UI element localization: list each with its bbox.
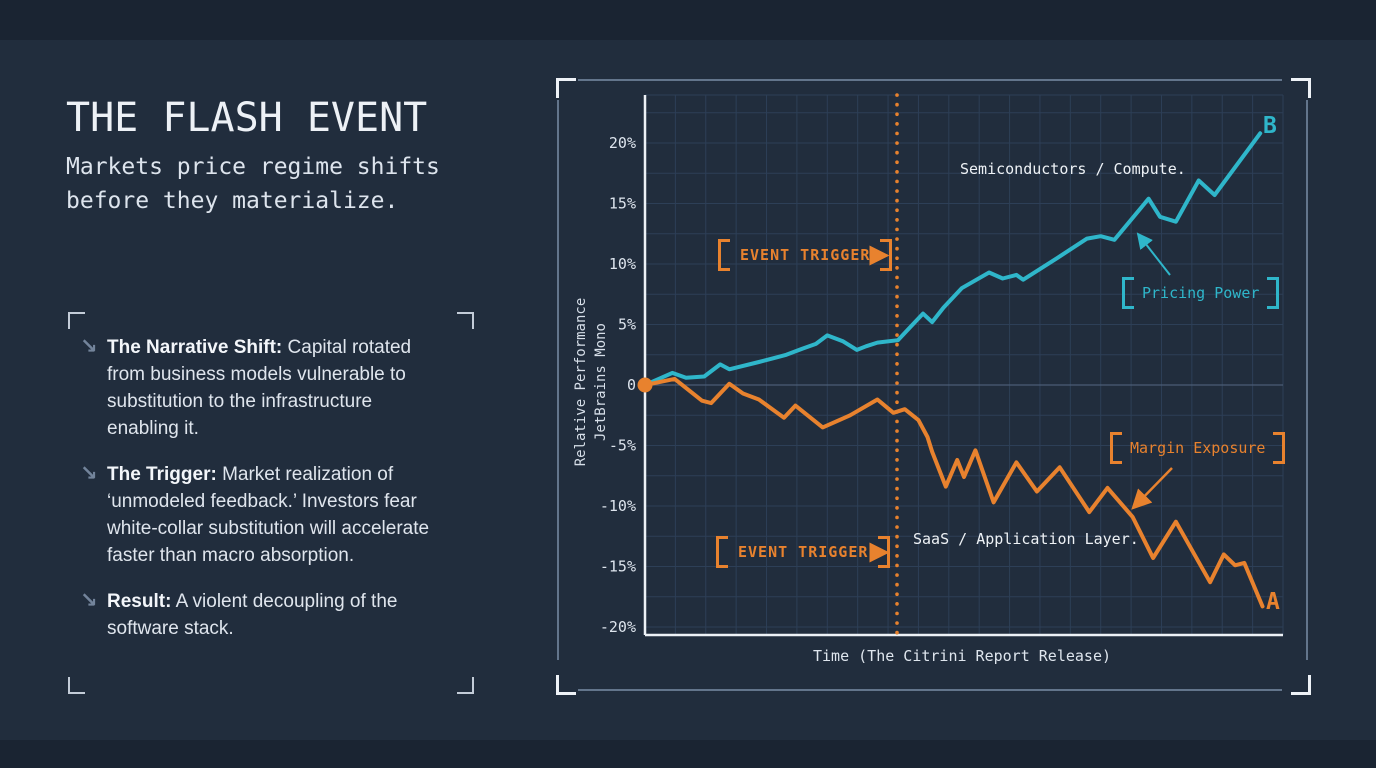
annotation-text: EVENT TRIGGER [738, 543, 869, 561]
endpoint-label-a: A [1266, 589, 1280, 615]
panel-frame-right [1306, 100, 1308, 660]
left-bracket-icon [1122, 277, 1134, 309]
frame-corner-icon [68, 312, 85, 329]
right-bracket-icon [880, 239, 893, 271]
down-right-arrow-icon: ↘ [80, 461, 98, 485]
down-right-arrow-icon: ↘ [80, 588, 98, 612]
annotation-text: Pricing Power [1142, 284, 1260, 302]
y-tick-label: 10% [609, 255, 636, 273]
annotation-event-trigger-lower: EVENT TRIGGER [716, 536, 891, 568]
down-right-arrow-icon: ↘ [80, 334, 98, 358]
y-axis-title-line2: JetBrains Mono [593, 323, 609, 442]
pricing-power-arrow [1136, 232, 1171, 276]
series-line-saas [643, 376, 1265, 609]
margin-exposure-arrow [1131, 467, 1173, 510]
y-tick-label: 5% [618, 316, 636, 334]
frame-corner-icon [1291, 675, 1311, 695]
endpoint-label-b: B [1263, 113, 1277, 139]
bullet-lead: The Narrative Shift: [107, 337, 283, 358]
left-bracket-icon [716, 536, 728, 568]
right-bracket-icon [1273, 432, 1286, 464]
y-tick-label: -15% [600, 558, 636, 576]
right-bracket-icon [1267, 277, 1280, 309]
bullet-body: Market realization of ‘unmodeled feedbac… [107, 464, 430, 566]
page-title: THE FLASH EVENT [66, 95, 428, 141]
annotation-event-trigger-upper: EVENT TRIGGER [718, 239, 893, 271]
frame-corner-icon [457, 312, 474, 329]
origin-dot [637, 377, 653, 393]
bullet-text: The Trigger: Market realization of ‘unmo… [107, 461, 444, 569]
y-tick-label: -10% [600, 497, 636, 515]
bullet-item-result: ↘ Result: A violent decoupling of the so… [80, 588, 444, 642]
bullet-text: The Narrative Shift: Capital rotated fro… [107, 334, 444, 442]
right-bracket-icon [878, 536, 891, 568]
annotation-margin-exposure: Margin Exposure [1110, 432, 1286, 464]
y-axis-title-line1: Relative Performance [573, 297, 589, 467]
y-tick-label: -20% [600, 618, 636, 636]
x-axis-label: Time (The Citrini Report Release) [812, 647, 1111, 665]
bottom-letterbox-band [0, 740, 1376, 768]
annotation-text: Margin Exposure [1130, 439, 1266, 457]
bullet-lead: Result: [107, 591, 172, 612]
left-bracket-icon [1110, 432, 1122, 464]
panel-frame-top [578, 79, 1282, 81]
bullet-list: ↘ The Narrative Shift: Capital rotated f… [80, 334, 444, 661]
series-line-semiconductors [643, 131, 1263, 387]
y-tick-label: -5% [609, 437, 636, 455]
frame-corner-icon [457, 677, 474, 694]
series-label-saas: SaaS / Application Layer. [913, 530, 1139, 548]
bullet-body: Capital rotated from business models vul… [107, 337, 412, 439]
y-tick-label: 20% [609, 134, 636, 152]
series-label-semiconductors: Semiconductors / Compute. [960, 160, 1186, 178]
left-bracket-icon [718, 239, 730, 271]
panel-frame-left [557, 100, 559, 660]
frame-corner-icon [556, 675, 576, 695]
annotation-pricing-power: Pricing Power [1122, 277, 1280, 309]
bullet-body: A violent decoupling of the software sta… [107, 591, 398, 639]
frame-corner-icon [1291, 78, 1311, 98]
annotation-text: EVENT TRIGGER [740, 246, 871, 264]
performance-chart-svg: 20% 15% 10% 5% 0 -5% -10% -15% -20% [600, 93, 1284, 637]
bullet-item-trigger: ↘ The Trigger: Market realization of ‘un… [80, 461, 444, 569]
bullet-item-narrative-shift: ↘ The Narrative Shift: Capital rotated f… [80, 334, 444, 442]
y-axis-title: Relative Performance JetBrains Mono [571, 252, 613, 512]
frame-corner-icon [556, 78, 576, 98]
frame-corner-icon [68, 677, 85, 694]
slide-subtitle: Markets price regime shifts before they … [66, 154, 440, 214]
panel-frame-bottom [578, 689, 1282, 691]
bullet-text: Result: A violent decoupling of the soft… [107, 588, 444, 642]
grid-lines [645, 94, 1284, 635]
y-tick-label: 15% [609, 195, 636, 213]
y-tick-label: 0 [627, 376, 636, 394]
bullet-lead: The Trigger: [107, 464, 217, 485]
top-letterbox-band [0, 0, 1376, 40]
